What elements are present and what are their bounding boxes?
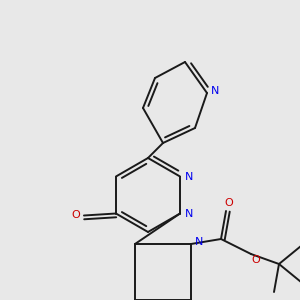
Text: N: N xyxy=(195,237,203,247)
Text: N: N xyxy=(211,86,219,96)
Text: O: O xyxy=(225,198,233,208)
Text: O: O xyxy=(72,211,80,220)
Text: N: N xyxy=(185,208,193,218)
Text: O: O xyxy=(252,255,260,265)
Text: N: N xyxy=(185,172,193,182)
